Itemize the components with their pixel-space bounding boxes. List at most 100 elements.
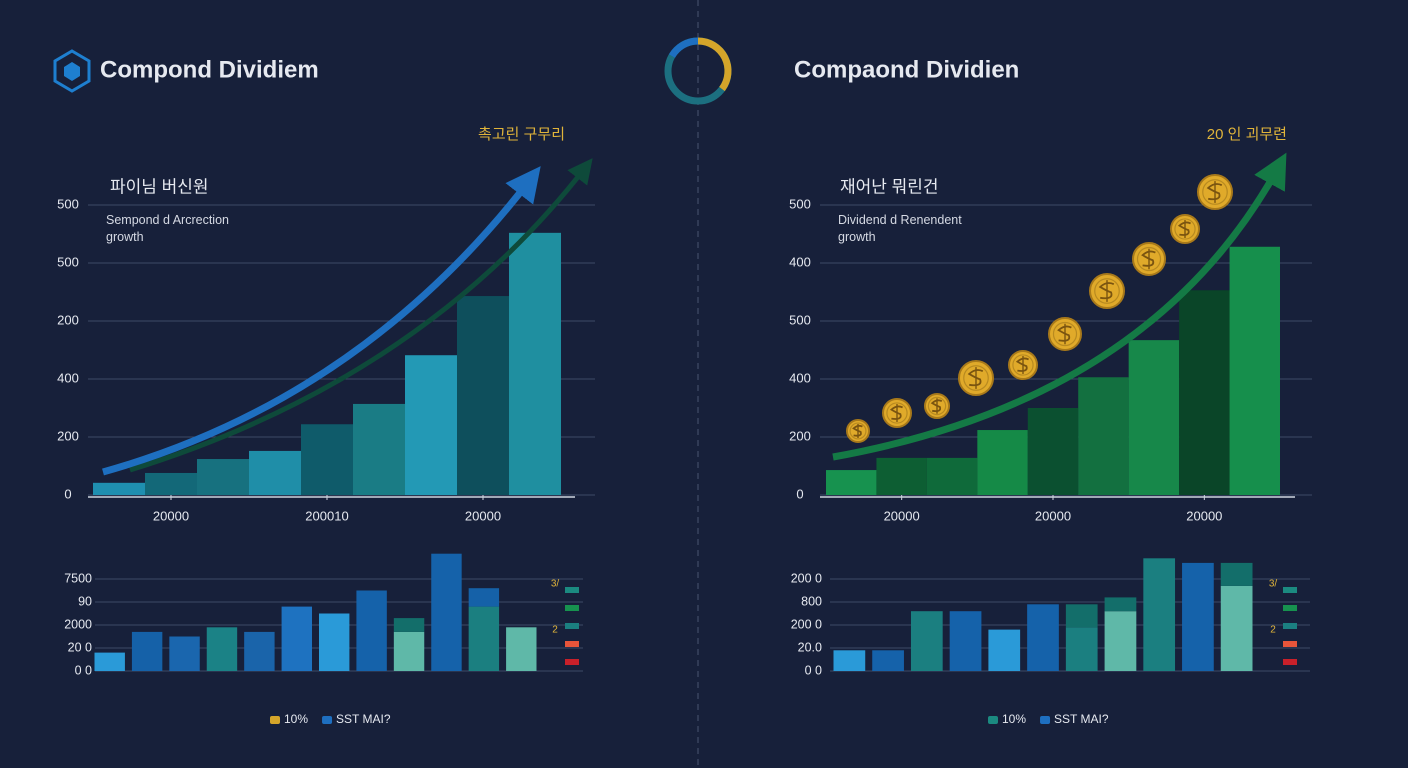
y-tick-label: 200 — [57, 428, 79, 443]
coin-rim — [1052, 321, 1078, 347]
side-label: 3/ — [551, 579, 560, 590]
coin-rim — [1012, 354, 1034, 376]
side-label: 2 — [552, 625, 558, 636]
annotation: 촉고린 구무리 — [478, 126, 565, 143]
legend-swatch — [270, 716, 280, 724]
y-tick-label: 0 0 — [75, 663, 92, 677]
coin-rim — [963, 365, 989, 391]
x-tick-label: 20000 — [465, 508, 501, 523]
bar-segment — [1220, 585, 1253, 671]
bar — [145, 472, 197, 495]
y-tick-label: 500 — [789, 196, 811, 211]
coin-rim — [886, 402, 908, 424]
bar-segment — [872, 650, 904, 671]
y-tick-label: 500 — [57, 196, 79, 211]
bar-segment — [1220, 562, 1253, 586]
bar-segment — [393, 618, 425, 632]
bar-segment — [1104, 597, 1137, 612]
chart-title: 파이님 버신원 — [110, 177, 209, 196]
x-tick-label: 20000 — [153, 508, 189, 523]
side-marker — [1283, 659, 1297, 665]
bar — [1179, 290, 1230, 495]
legend-swatch — [322, 716, 333, 724]
bar-segment — [281, 606, 312, 671]
y-tick-label: 500 — [57, 254, 79, 269]
bar-segment — [131, 631, 163, 671]
bar — [301, 424, 353, 495]
bar — [197, 459, 249, 495]
bar — [353, 403, 405, 495]
legend-label: 10% — [284, 712, 308, 726]
side-marker — [1283, 605, 1297, 611]
y-tick-label: 200 — [57, 312, 79, 327]
bar — [826, 470, 877, 495]
bar — [1128, 340, 1180, 495]
bar-segment — [94, 652, 125, 671]
coin-rim — [1094, 278, 1120, 304]
bar-segment — [431, 553, 462, 671]
bar-segment — [468, 588, 500, 607]
header-title: Compond Dividiem — [100, 56, 319, 83]
side-marker — [1283, 587, 1297, 593]
bar — [876, 457, 927, 495]
x-tick-label: 20000 — [1035, 508, 1071, 523]
bar-segment — [1143, 558, 1176, 671]
y-tick-label: 200 0 — [791, 617, 822, 631]
y-tick-label: 800 — [801, 594, 822, 608]
bar — [1027, 408, 1079, 495]
bar — [93, 482, 145, 495]
bar-segment — [244, 631, 275, 671]
legend-label: SST MAI? — [336, 712, 391, 726]
bar — [977, 430, 1028, 495]
bar — [926, 457, 978, 495]
side-marker — [565, 641, 579, 647]
side-marker — [1283, 641, 1297, 647]
bar-segment — [468, 606, 500, 671]
y-tick-label: 400 — [789, 254, 811, 269]
y-tick-label: 400 — [57, 370, 79, 385]
decorations — [102, 152, 1287, 476]
bar-segment — [1182, 562, 1214, 671]
bar — [1229, 246, 1280, 495]
y-tick-label: 20.0 — [798, 640, 822, 654]
y-tick-label: 20 0 — [68, 640, 92, 654]
legend-label: 10% — [1002, 712, 1026, 726]
bar-segment — [833, 650, 866, 671]
side-label: 3/ — [1269, 579, 1278, 590]
chart-note: Dividend d Renendent growth — [838, 213, 962, 244]
bar-segment — [949, 611, 982, 671]
legend-swatch — [988, 716, 998, 724]
coin-rim — [1202, 179, 1228, 205]
y-tick-label: 7500 — [64, 571, 92, 585]
side-label: 2 — [1270, 625, 1276, 636]
y-tick-label: 0 0 — [805, 663, 822, 677]
bar-segment — [1065, 627, 1098, 671]
y-tick-label: 200 — [789, 428, 811, 443]
x-tick-label: 20000 — [884, 508, 920, 523]
x-tick-label: 20000 — [1186, 508, 1222, 523]
bar-segment — [206, 627, 238, 671]
side-marker — [1283, 623, 1297, 629]
y-tick-label: 0 — [64, 486, 71, 501]
chart-title: 재어난 뭐린건 — [840, 177, 939, 196]
side-marker — [565, 587, 579, 593]
bar — [1078, 377, 1129, 495]
bar-segment — [393, 631, 425, 671]
y-tick-label: 400 — [789, 370, 811, 385]
bar-segment — [319, 613, 350, 671]
y-tick-label: 200 0 — [791, 571, 822, 585]
bar-segment — [506, 627, 537, 671]
bar-segment — [910, 611, 943, 671]
header-title: Compaond Dividien — [794, 56, 1019, 83]
side-marker — [565, 659, 579, 665]
side-marker — [565, 605, 579, 611]
y-tick-label: 0 — [796, 486, 803, 501]
x-tick-label: 200010 — [305, 508, 348, 523]
legend-swatch — [1040, 716, 1051, 724]
y-tick-label: 500 — [789, 312, 811, 327]
bar-segment — [1065, 604, 1098, 628]
chart-note: Sempond d Arcrection growth — [106, 213, 229, 244]
annotation: 20 인 괴무련 — [1207, 126, 1287, 143]
bar — [457, 296, 509, 495]
